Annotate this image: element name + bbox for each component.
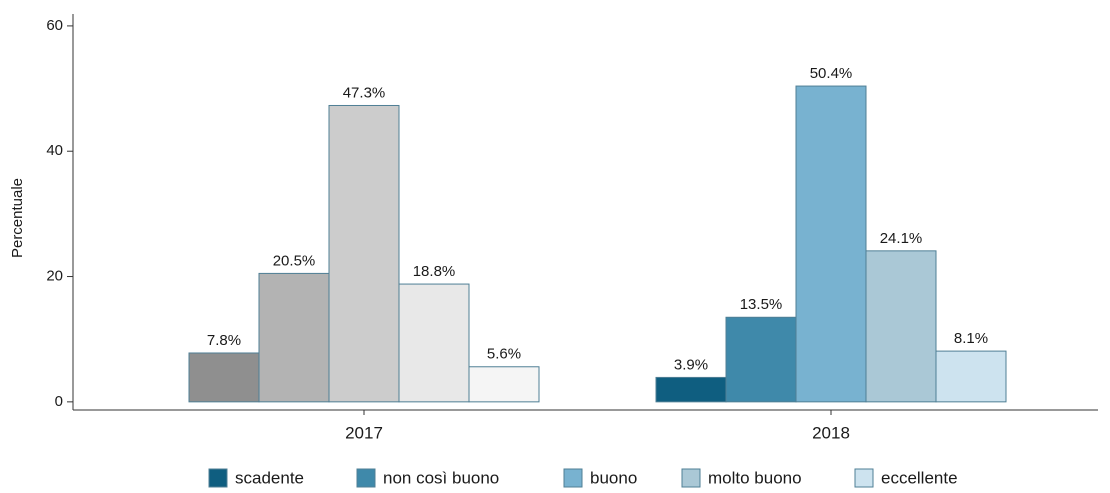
y-axis-label: Percentuale — [9, 178, 26, 258]
value-label: 13.5% — [740, 296, 783, 313]
legend-swatch — [563, 468, 583, 488]
legend-label: buono — [590, 468, 637, 487]
bar — [655, 376, 727, 403]
value-label: 50.4% — [810, 65, 853, 82]
y-tick-label: 60 — [46, 17, 63, 34]
value-label: 18.8% — [413, 263, 456, 280]
x-tick-label: 2017 — [345, 423, 383, 442]
legend-label: scadente — [235, 468, 304, 487]
x-tick-label: 2018 — [812, 423, 850, 442]
y-tick-label: 0 — [55, 393, 63, 410]
bar — [188, 352, 260, 403]
bar — [258, 272, 330, 403]
value-label: 8.1% — [954, 330, 988, 347]
value-label: 5.6% — [487, 346, 521, 363]
legend-swatch — [854, 468, 874, 488]
value-label: 47.3% — [343, 84, 386, 101]
bar — [935, 350, 1007, 403]
value-label: 20.5% — [273, 252, 316, 269]
value-label: 3.9% — [674, 356, 708, 373]
legend-swatch — [208, 468, 228, 488]
bar — [795, 85, 867, 403]
y-tick-label: 40 — [46, 142, 63, 159]
bar — [865, 250, 937, 403]
bar — [725, 316, 797, 403]
bar — [398, 283, 470, 403]
legend-label: non così buono — [383, 468, 499, 487]
legend-swatch — [681, 468, 701, 488]
legend-label: eccellente — [881, 468, 958, 487]
legend-label: molto buono — [708, 468, 802, 487]
bar — [468, 366, 540, 403]
bar — [328, 104, 400, 403]
legend-swatch — [356, 468, 376, 488]
y-tick-label: 20 — [46, 268, 63, 285]
value-label: 24.1% — [880, 230, 923, 247]
value-label: 7.8% — [207, 332, 241, 349]
